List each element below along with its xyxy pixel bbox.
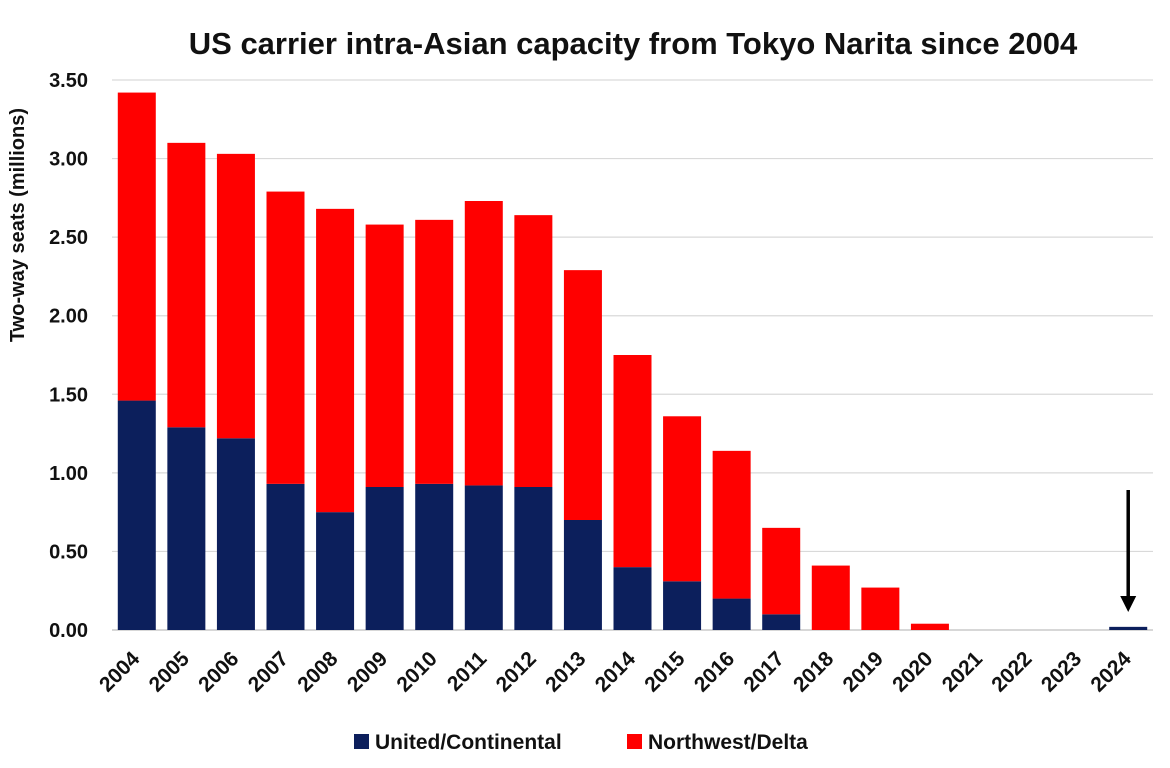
x-tick-label: 2024 <box>1086 647 1136 697</box>
legend-item: Northwest/Delta <box>627 731 808 754</box>
x-tick-label: 2014 <box>591 647 641 697</box>
bar-northwest-delta-2016 <box>712 450 751 599</box>
y-tick-label: 0.00 <box>49 620 88 642</box>
y-tick-label: 2.50 <box>49 227 88 249</box>
bar-northwest-delta-2008 <box>316 208 355 513</box>
bar-northwest-delta-2004 <box>117 92 156 401</box>
legend-swatch <box>354 734 369 749</box>
bar-united-continental-2024 <box>1109 626 1148 630</box>
y-tick-label: 1.50 <box>49 384 88 406</box>
legend: United/Continental Northwest/Delta <box>354 731 808 754</box>
bar-united-continental-2014 <box>613 567 652 630</box>
y-tick-label: 3.50 <box>49 70 88 92</box>
bar-united-continental-2015 <box>663 581 702 630</box>
y-axis-label: Two-way seats (millions) <box>7 108 29 342</box>
x-tick-label: 2015 <box>640 647 690 697</box>
x-tick-label: 2008 <box>293 647 343 697</box>
bar-northwest-delta-2014 <box>613 355 652 568</box>
y-tick-label: 1.00 <box>49 463 88 485</box>
x-tick-label: 2012 <box>492 647 541 696</box>
bar-united-continental-2012 <box>514 487 553 630</box>
bar-united-continental-2009 <box>365 487 404 630</box>
x-tick-label: 2010 <box>392 647 441 696</box>
x-tick-label: 2016 <box>690 647 739 696</box>
bar-united-continental-2004 <box>117 400 156 630</box>
bar-northwest-delta-2010 <box>415 219 454 484</box>
x-tick-label: 2011 <box>443 647 492 696</box>
bar-northwest-delta-2013 <box>563 270 602 520</box>
bar-united-continental-2008 <box>316 512 355 630</box>
x-tick-label: 2006 <box>194 647 243 696</box>
bar-northwest-delta-2009 <box>365 224 404 488</box>
bar-united-continental-2005 <box>167 427 206 630</box>
bar-northwest-delta-2020 <box>910 623 949 630</box>
bar-united-continental-2013 <box>563 520 602 630</box>
bar-northwest-delta-2007 <box>266 191 305 484</box>
x-tick-label: 2023 <box>1037 647 1086 696</box>
bar-united-continental-2016 <box>712 598 751 630</box>
x-axis-ticks: 2004 2005 2006 2007 2008 2009 2010 2011 2012 2013… <box>95 647 1136 697</box>
bar-united-continental-2017 <box>762 614 801 630</box>
x-tick-label: 2019 <box>839 647 888 696</box>
bar-united-continental-2007 <box>266 483 305 630</box>
legend-swatch <box>627 734 642 749</box>
chart-title: US carrier intra-Asian capacity from Tok… <box>189 26 1078 61</box>
x-tick-label: 2020 <box>888 647 937 696</box>
legend-item: United/Continental <box>354 731 562 754</box>
y-tick-label: 0.50 <box>49 541 88 563</box>
bar-united-continental-2010 <box>415 483 454 630</box>
bar-northwest-delta-2015 <box>663 416 702 582</box>
x-tick-label: 2007 <box>244 647 293 696</box>
bar-northwest-delta-2012 <box>514 215 553 487</box>
x-tick-label: 2017 <box>739 647 788 696</box>
bars <box>117 92 1148 630</box>
legend-label: United/Continental <box>375 731 562 754</box>
bar-northwest-delta-2006 <box>216 153 255 439</box>
x-tick-label: 2013 <box>541 647 590 696</box>
x-tick-label: 2021 <box>938 647 988 697</box>
bar-united-continental-2011 <box>464 485 503 630</box>
bar-northwest-delta-2018 <box>811 565 850 630</box>
y-axis-ticks: 0.00 0.50 1.00 1.50 2.00 2.50 3.00 3.50 <box>49 70 88 642</box>
legend-label: Northwest/Delta <box>648 731 808 754</box>
arrow-annotation <box>1120 490 1137 612</box>
bar-united-continental-2006 <box>216 438 255 630</box>
bar-northwest-delta-2011 <box>464 201 503 486</box>
annotations <box>1120 490 1137 612</box>
bar-northwest-delta-2017 <box>762 527 801 615</box>
bar-northwest-delta-2005 <box>167 142 206 428</box>
x-tick-label: 2004 <box>95 647 145 697</box>
y-tick-label: 2.00 <box>49 306 88 328</box>
y-tick-label: 3.00 <box>49 149 88 171</box>
x-tick-label: 2005 <box>145 647 195 697</box>
x-tick-label: 2022 <box>987 647 1036 696</box>
bar-northwest-delta-2019 <box>861 587 900 630</box>
x-tick-label: 2009 <box>343 647 392 696</box>
x-tick-label: 2018 <box>789 647 839 697</box>
